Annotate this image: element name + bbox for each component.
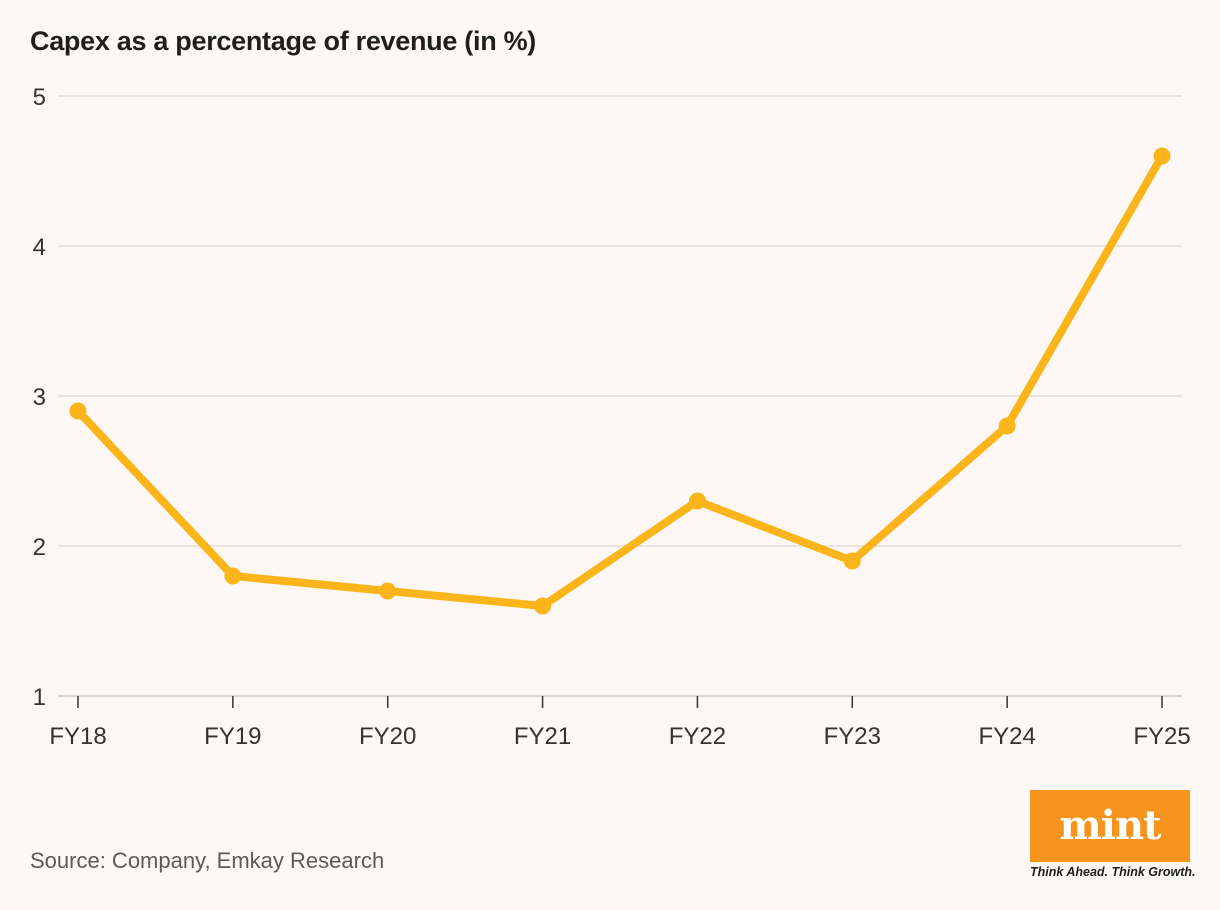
mint-logo: mint [1030, 790, 1190, 862]
series-line-path [74, 152, 1166, 610]
data-point [69, 402, 87, 420]
x-tick-label: FY24 [978, 723, 1035, 750]
y-tick-label: 2 [33, 534, 46, 561]
logo-text: mint [1059, 802, 1161, 849]
data-point [1153, 147, 1171, 165]
x-tick-label: FY22 [669, 723, 726, 750]
data-point [843, 552, 861, 570]
y-tick-label: 3 [33, 384, 46, 411]
data-point [534, 597, 552, 615]
data-point [379, 582, 397, 600]
data-point [998, 417, 1016, 435]
y-tick-label: 5 [33, 84, 46, 111]
y-tick-label: 4 [33, 234, 46, 261]
logo-tagline: Think Ahead. Think Growth. [1030, 865, 1196, 879]
x-tick-label: FY20 [359, 723, 416, 750]
series-line [74, 152, 1166, 610]
x-tick-label: FY25 [1133, 723, 1190, 750]
source-note: Source: Company, Emkay Research [30, 848, 385, 873]
grid-lines [58, 95, 1182, 697]
data-point [688, 492, 706, 510]
y-tick-label: 1 [33, 684, 46, 711]
x-tick-label: FY21 [514, 723, 571, 750]
x-axis-ticks: FY18 FY19 FY20 FY21 FY22 FY23 FY24 FY25 [49, 696, 1191, 750]
x-tick-label: FY23 [824, 723, 881, 750]
x-tick-label: FY19 [204, 723, 261, 750]
x-tick-label: FY18 [49, 723, 106, 750]
chart-title: Capex as a percentage of revenue (in %) [30, 26, 536, 56]
y-axis-ticks: 1 2 3 4 5 [33, 84, 46, 711]
data-points [69, 147, 1171, 615]
data-point [224, 567, 242, 585]
